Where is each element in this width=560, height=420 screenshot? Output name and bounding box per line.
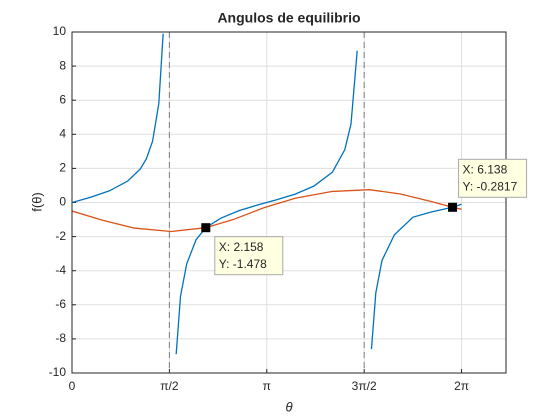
y-tick-label: 6 [59,92,66,106]
y-tick-label: 2 [59,161,66,175]
y-tick-label: -4 [55,263,66,277]
y-tick-label: -6 [55,297,66,311]
x-tick-label: 2π [454,379,469,393]
axes-box [71,31,507,374]
x-axis-label: θ [285,399,292,414]
datatip-text: Y: -1.478 [219,257,267,271]
line-series [72,189,462,233]
x-tick-label: π/2 [160,379,179,393]
x-tick-label: 0 [69,379,76,393]
datatip-marker [448,202,458,212]
y-tick-label: 10 [53,24,67,38]
y-axis-label: f(θ) [29,192,44,212]
x-tick-label: 3π/2 [352,379,377,393]
y-tick-label: -8 [55,331,66,345]
y-tick-label: 4 [59,126,66,140]
datatip-text: X: 6.138 [463,162,508,176]
datatip-marker [201,223,211,233]
datatip-box [214,236,284,276]
y-tick-label: 8 [59,58,66,72]
chart-title: Angulos de equilibrio [217,10,360,26]
x-tick-label: π [263,379,271,393]
y-tick-label: 0 [59,195,66,209]
datatip-box [458,158,528,198]
datatip-text: Y: -0.2817 [463,179,518,193]
y-tick-label: -2 [55,229,66,243]
y-tick-label: -10 [49,365,67,379]
datatip-text: X: 2.158 [219,240,264,254]
